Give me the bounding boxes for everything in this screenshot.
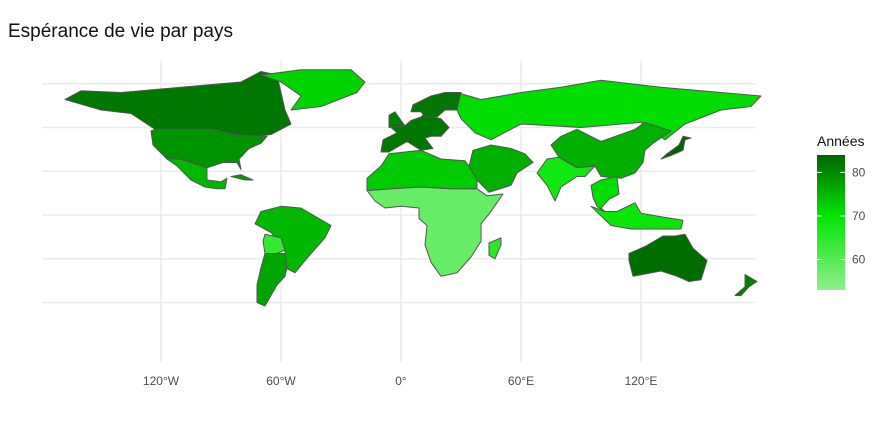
- region-indonesia: [590, 202, 684, 230]
- x-tick-label: 0°: [395, 374, 407, 388]
- region-madagascar: [488, 237, 502, 260]
- land-layer: [64, 69, 762, 307]
- region-greenland: [260, 69, 366, 111]
- region-new-zealand: [734, 274, 758, 296]
- region-north-africa: [366, 149, 478, 191]
- region-russia: [456, 79, 762, 141]
- chart-title: Espérance de vie par pays: [8, 21, 233, 42]
- region-japan: [660, 135, 692, 160]
- region-middle-east: [468, 144, 534, 193]
- region-united-states: [150, 128, 268, 170]
- x-tick-label: 60°W: [266, 374, 296, 388]
- region-australia: [628, 233, 708, 282]
- region-uk: [388, 111, 406, 128]
- region-india: [536, 156, 596, 202]
- region-bolivia: [262, 233, 286, 254]
- region-canada: [64, 71, 292, 137]
- legend-colorbar: [817, 155, 845, 290]
- legend-tick-label: 60: [852, 253, 866, 267]
- region-argentina: [256, 253, 288, 307]
- x-tick-label: 120°E: [625, 374, 658, 388]
- x-tick-label: 60°E: [508, 374, 534, 388]
- x-tick-label: 120°W: [143, 374, 180, 388]
- legend-ticks: 80 70 60: [817, 165, 866, 267]
- legend-title: Années: [817, 133, 864, 149]
- region-southeast-asia: [590, 176, 620, 214]
- legend-tick-label: 70: [852, 209, 866, 223]
- region-mexico: [166, 158, 228, 190]
- legend-tick-label: 80: [852, 165, 866, 179]
- region-sub-saharan-africa: [366, 186, 504, 277]
- region-cuba: [230, 174, 254, 181]
- x-axis: 120°W 60°W 0° 60°E 120°E: [143, 374, 657, 388]
- region-scandinavia: [410, 92, 462, 118]
- legend: Années 80 70 60: [817, 133, 866, 290]
- region-brazil: [254, 205, 332, 274]
